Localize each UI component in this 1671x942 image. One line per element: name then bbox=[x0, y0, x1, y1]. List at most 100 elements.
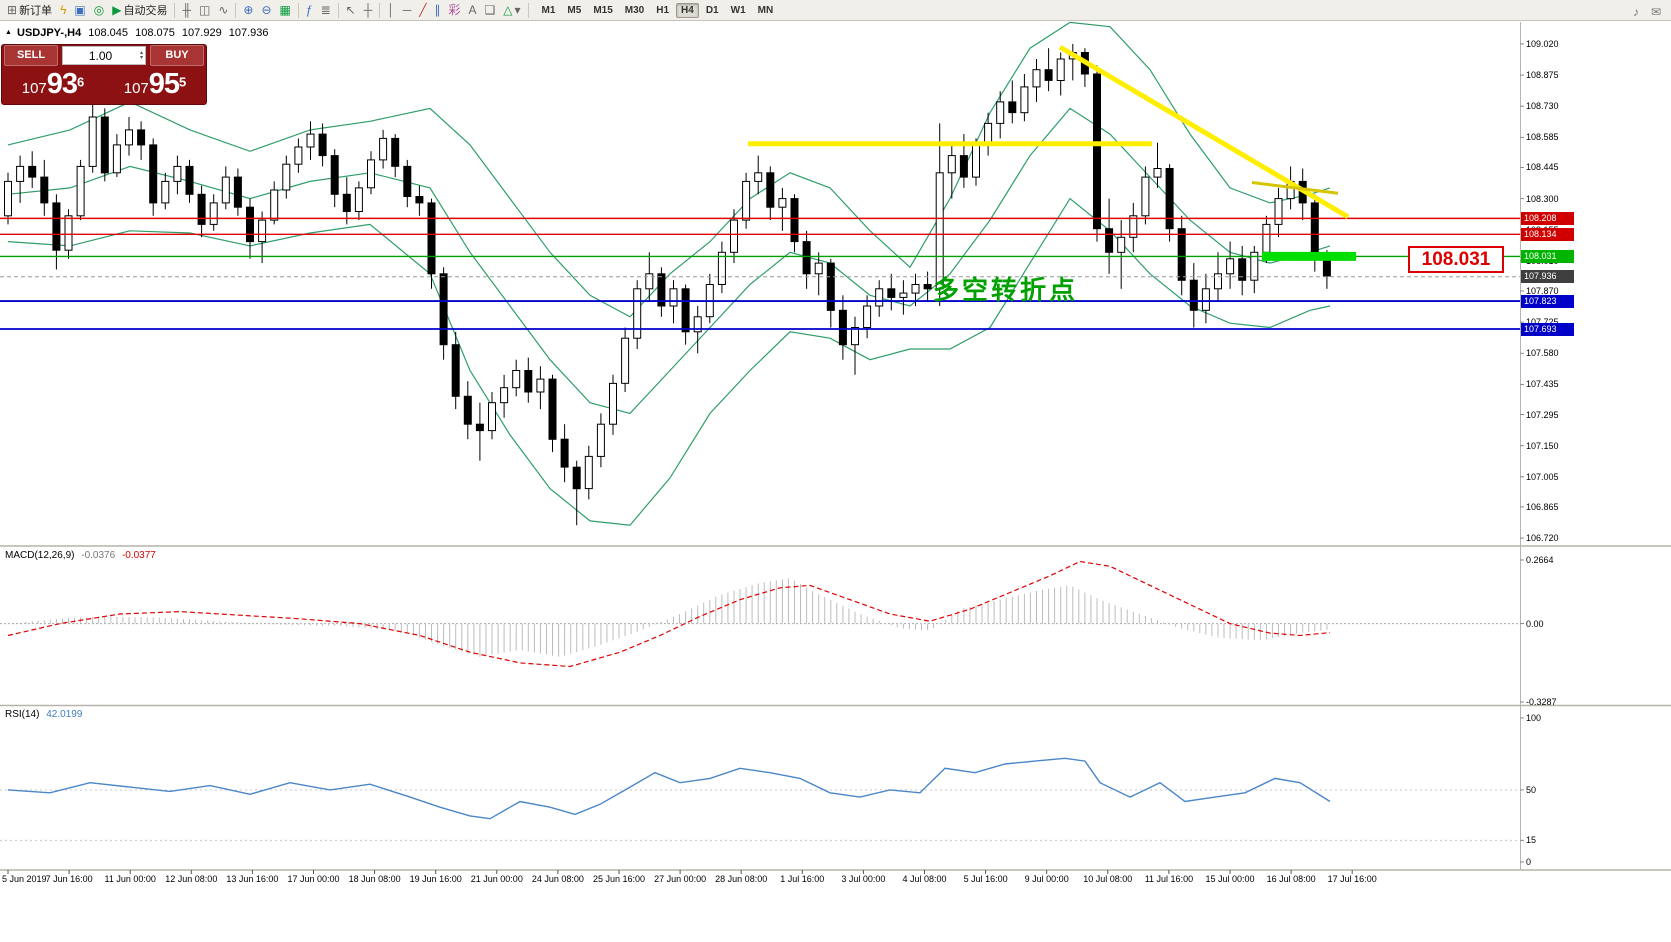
zoom-in-button[interactable]: ⊕ bbox=[239, 1, 257, 20]
sound-icon: ♪ bbox=[1632, 4, 1639, 19]
channel-icon: ∥ bbox=[434, 3, 441, 17]
tile-windows-icon: ▦ bbox=[279, 3, 291, 17]
symbol-name: USDJPY-,H4 bbox=[17, 27, 82, 39]
fibonacci-button[interactable]: 彩 bbox=[444, 1, 464, 20]
sell-price-big: 93 bbox=[46, 68, 78, 100]
timeframe-h4[interactable]: H4 bbox=[676, 2, 699, 18]
scale-label: 108.585 bbox=[1526, 132, 1559, 143]
scale-label: 108.875 bbox=[1526, 70, 1559, 81]
scale-label: 107.725 bbox=[1526, 317, 1559, 327]
price-tag: 108.031 bbox=[1521, 249, 1574, 263]
chevron-down-icon: ▾ bbox=[514, 3, 521, 17]
chart-canvas[interactable] bbox=[0, 0, 1671, 890]
timeframe-h1[interactable]: H1 bbox=[656, 4, 670, 16]
terminal-icon: ▣ bbox=[74, 3, 86, 17]
macd-main-value: -0.0376 bbox=[81, 550, 116, 561]
timeframe-w1[interactable]: W1 bbox=[730, 4, 746, 16]
time-label: 7 Jun 16:00 bbox=[45, 874, 93, 884]
symbol-info: ▲ USDJPY-,H4 108.045 108.075 107.929 107… bbox=[5, 27, 273, 39]
sell-price-pip: 6 bbox=[77, 74, 85, 90]
price-tag: 107.936 bbox=[1521, 270, 1574, 284]
terminal-button[interactable]: ▣ bbox=[70, 1, 89, 20]
line-chart-icon: ∿ bbox=[218, 3, 229, 17]
toolbar-separator bbox=[337, 2, 339, 18]
time-label: 28 Jun 08:00 bbox=[715, 874, 768, 884]
autotrading-button[interactable]: ▶ 自动交易 bbox=[108, 1, 171, 20]
timeframe-d1[interactable]: D1 bbox=[705, 4, 719, 16]
buy-price-big: 95 bbox=[148, 68, 180, 100]
time-label: 3 Jul 00:00 bbox=[841, 874, 886, 884]
scale-label: 107.005 bbox=[1526, 471, 1559, 482]
label-icon: ❏ bbox=[484, 3, 496, 17]
timeframe-m1[interactable]: M1 bbox=[541, 4, 556, 16]
line-chart-button[interactable]: ∿ bbox=[214, 1, 232, 20]
zoom-out-button[interactable]: ⊖ bbox=[257, 1, 275, 20]
shapes-button[interactable]: △ ▾ bbox=[499, 1, 524, 20]
time-label: 1 Jul 16:00 bbox=[780, 874, 825, 884]
crosshair-button[interactable]: ┼ bbox=[360, 1, 377, 20]
time-label: 24 Jun 08:00 bbox=[531, 874, 584, 884]
new-order-button[interactable]: ⊞ 新订单 bbox=[3, 1, 56, 20]
scale-label: 107.295 bbox=[1526, 409, 1559, 420]
trendline-icon: ╱ bbox=[419, 3, 427, 17]
scale-label: 108.730 bbox=[1526, 101, 1559, 112]
sell-button[interactable]: SELL bbox=[4, 45, 58, 66]
scale-label: 108.300 bbox=[1526, 193, 1559, 204]
vertical-line-button[interactable]: │ bbox=[383, 1, 399, 20]
symbol-marker-icon: ▲ bbox=[5, 29, 12, 36]
lightning-icon: ϟ bbox=[60, 3, 67, 17]
time-label: 10 Jul 08:00 bbox=[1083, 874, 1133, 884]
ohlc-close: 107.936 bbox=[228, 27, 269, 39]
buy-price-figure: 107 bbox=[123, 80, 149, 97]
tile-windows-button[interactable]: ▦ bbox=[276, 1, 295, 20]
toolbar: ⊞ 新订单 ϟ ▣ ◎ ▶ 自动交易 ╫ ◫ ∿ ⊕ ⊖ ▦ ƒ ≣ ↖ ┼ │… bbox=[0, 0, 1671, 21]
bar-chart-button[interactable]: ╫ bbox=[178, 1, 195, 20]
mail-button[interactable]: ✉ bbox=[1647, 2, 1665, 21]
scale-label: -0.3287 bbox=[1526, 696, 1557, 707]
vertical-line-icon: │ bbox=[387, 3, 395, 17]
scale-label: 106.720 bbox=[1526, 533, 1559, 544]
time-label: 11 Jun 00:00 bbox=[104, 874, 156, 884]
time-label: 13 Jun 16:00 bbox=[226, 874, 279, 884]
scale-label: 107.150 bbox=[1526, 440, 1559, 451]
text-button[interactable]: A bbox=[464, 1, 480, 20]
trendline-button[interactable]: ╱ bbox=[415, 1, 430, 20]
sell-price[interactable]: 107936 bbox=[2, 66, 104, 103]
macd-panel[interactable] bbox=[0, 548, 1520, 705]
indicators-button[interactable]: ƒ bbox=[302, 1, 317, 20]
volume-stepper[interactable]: ▴ ▾ bbox=[138, 50, 145, 61]
buy-button[interactable]: BUY bbox=[150, 45, 204, 66]
sound-button[interactable]: ♪ bbox=[1629, 2, 1643, 21]
macd-label: MACD(12,26,9) -0.0376 -0.0377 bbox=[5, 550, 156, 561]
candlestick-chart-button[interactable]: ◫ bbox=[195, 1, 214, 20]
main-chart-panel[interactable] bbox=[0, 22, 1520, 546]
channel-button[interactable]: ∥ bbox=[430, 1, 444, 20]
toolbar-separator bbox=[527, 2, 529, 18]
new-chart-icon: ⊞ bbox=[7, 3, 18, 17]
cursor-button[interactable]: ↖ bbox=[342, 1, 360, 20]
objects-list-button[interactable]: ≣ bbox=[317, 1, 335, 20]
horizontal-line-icon: ─ bbox=[402, 3, 412, 17]
macd-name: MACD(12,26,9) bbox=[5, 550, 75, 561]
buy-price[interactable]: 107955 bbox=[104, 66, 206, 103]
toolbar-separator bbox=[235, 2, 237, 18]
time-label: 4 Jul 08:00 bbox=[902, 874, 947, 884]
price-callout-label: 108.031 bbox=[1408, 246, 1504, 273]
scale-label: 107.435 bbox=[1526, 379, 1559, 390]
strategy-tester-button[interactable]: ◎ bbox=[90, 1, 108, 20]
volume-input[interactable] bbox=[63, 47, 138, 64]
price-tag: 107.823 bbox=[1521, 294, 1574, 308]
metaeditor-button[interactable]: ϟ bbox=[56, 1, 70, 20]
horizontal-line-button[interactable]: ─ bbox=[399, 1, 416, 20]
time-label: 17 Jun 00:00 bbox=[287, 874, 340, 884]
candlestick-icon: ◫ bbox=[199, 3, 211, 17]
time-label: 25 Jun 16:00 bbox=[592, 874, 646, 884]
time-label: 18 Jun 08:00 bbox=[348, 874, 401, 884]
timeframe-mn[interactable]: MN bbox=[757, 4, 774, 16]
scale-label: 107.580 bbox=[1526, 348, 1559, 359]
timeframe-m15[interactable]: M15 bbox=[593, 4, 613, 16]
arrow-label-button[interactable]: ❏ bbox=[480, 1, 499, 20]
timeframe-m30[interactable]: M30 bbox=[624, 4, 645, 16]
rsi-panel[interactable] bbox=[0, 707, 1520, 870]
timeframe-m5[interactable]: M5 bbox=[567, 4, 582, 16]
